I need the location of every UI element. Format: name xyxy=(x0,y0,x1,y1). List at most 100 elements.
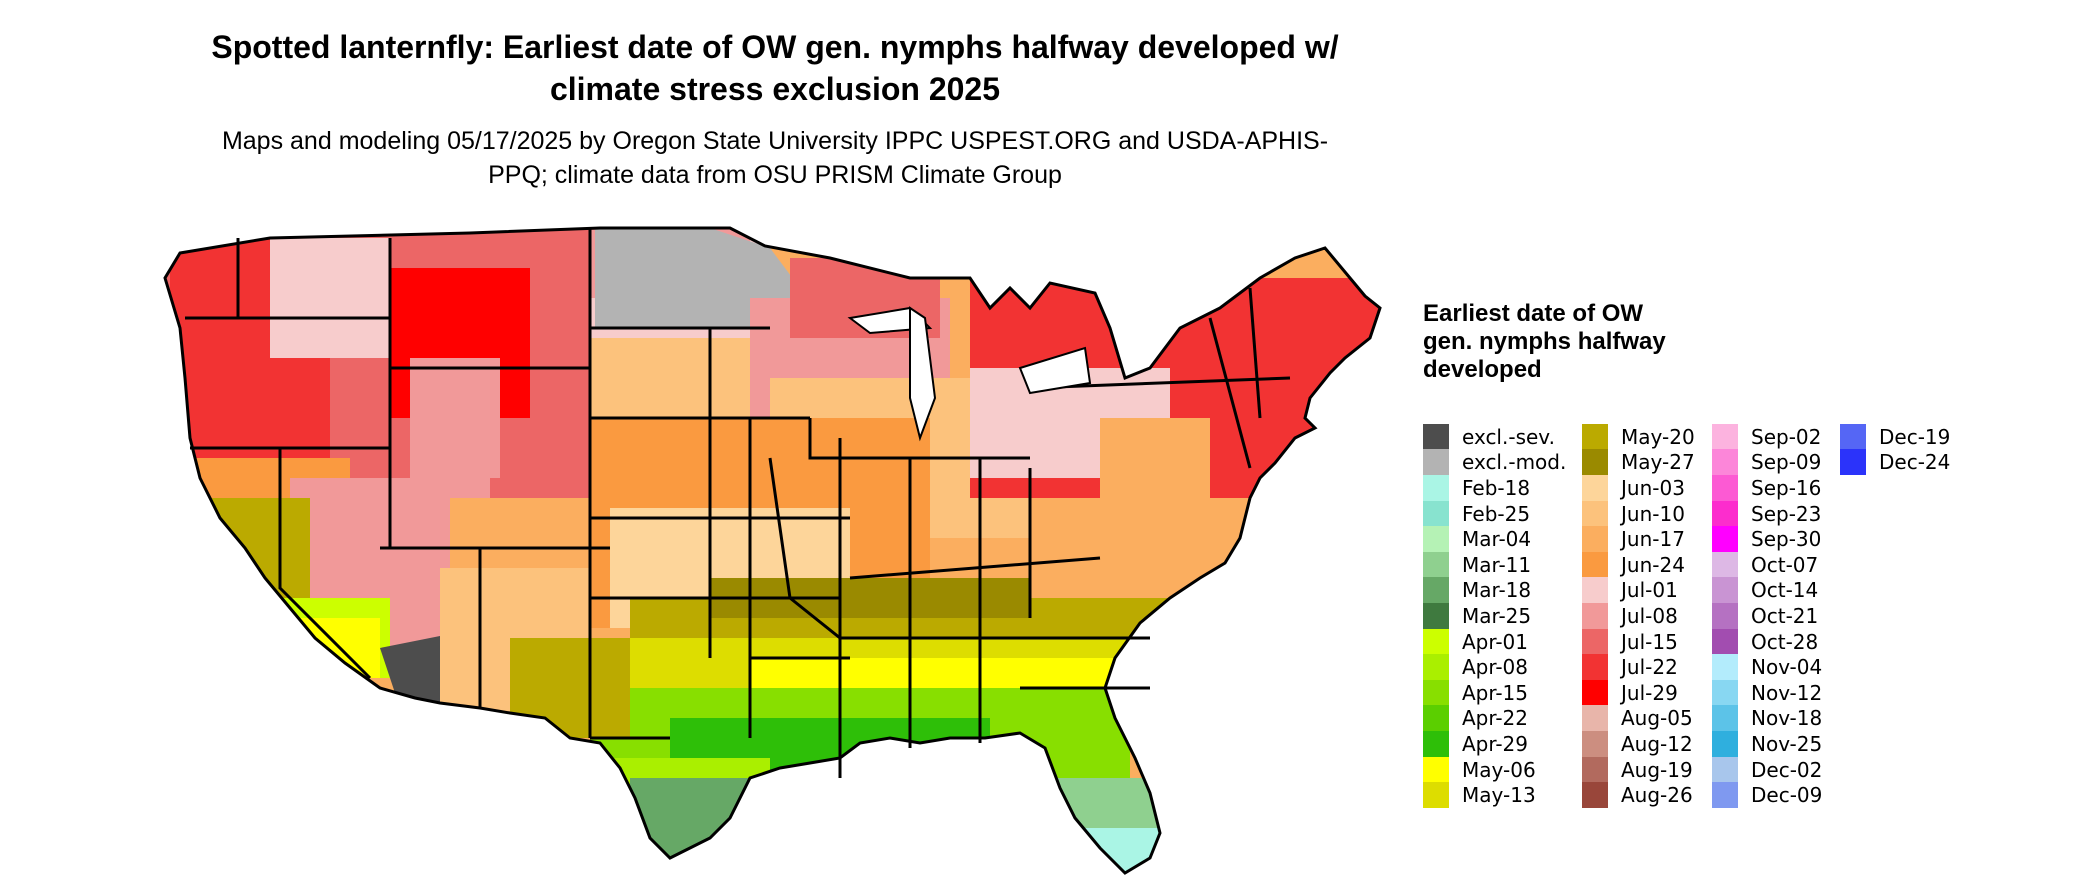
legend-swatch xyxy=(1840,449,1866,476)
legend-item: Jul-29 xyxy=(1582,679,1695,706)
legend-swatch xyxy=(1423,679,1449,706)
legend-swatch xyxy=(1712,500,1738,527)
legend-swatch xyxy=(1423,551,1449,578)
legend-item: Dec-02 xyxy=(1712,756,1823,783)
legend-item: Aug-12 xyxy=(1582,730,1695,757)
legend-item: Jul-15 xyxy=(1582,628,1695,655)
legend-label: Nov-18 xyxy=(1751,706,1823,731)
legend-label: Dec-19 xyxy=(1879,424,1951,449)
legend-label: Jun-17 xyxy=(1621,527,1685,552)
legend-swatch xyxy=(1582,782,1608,809)
legend-swatch xyxy=(1582,474,1608,501)
legend-item: Nov-25 xyxy=(1712,730,1823,757)
legend-item: Nov-04 xyxy=(1712,654,1822,681)
legend-item: Jul-22 xyxy=(1582,654,1695,681)
legend-label: Jun-10 xyxy=(1621,501,1685,526)
legend-item: Jun-17 xyxy=(1582,526,1695,553)
legend-swatch xyxy=(1582,551,1608,578)
legend-swatch xyxy=(1582,654,1608,681)
legend-label: Jun-24 xyxy=(1621,552,1685,577)
legend-label: Sep-02 xyxy=(1751,424,1822,449)
legend-swatch xyxy=(1423,756,1449,783)
legend-item: Oct-07 xyxy=(1712,551,1822,578)
legend-label: Mar-11 xyxy=(1462,552,1532,577)
legend-swatch xyxy=(1423,474,1449,501)
legend-label: Sep-23 xyxy=(1751,501,1822,526)
legend-item: Mar-18 xyxy=(1423,577,1566,604)
legend-item: Apr-22 xyxy=(1423,705,1566,732)
legend-label: Oct-14 xyxy=(1751,578,1819,603)
legend-item: Apr-29 xyxy=(1423,730,1566,757)
legend-item: Nov-18 xyxy=(1712,705,1823,732)
legend-swatch xyxy=(1712,577,1738,604)
legend-swatch xyxy=(1582,705,1608,732)
legend-item: Nov-12 xyxy=(1712,679,1822,706)
map-title: Spotted lanternfly: Earliest date of OW … xyxy=(211,29,1339,107)
legend-swatch xyxy=(1582,577,1608,604)
legend-item: Apr-01 xyxy=(1423,628,1566,655)
legend-swatch xyxy=(1712,782,1738,809)
legend-label: Aug-05 xyxy=(1621,706,1693,731)
legend-item: Mar-04 xyxy=(1423,526,1566,553)
legend-swatch xyxy=(1582,449,1608,476)
legend-label: Dec-09 xyxy=(1751,783,1823,808)
legend-label: Aug-12 xyxy=(1621,731,1693,756)
legend-swatch xyxy=(1712,730,1738,757)
legend-item: Jun-24 xyxy=(1582,551,1695,578)
legend-swatch xyxy=(1840,423,1866,450)
legend-swatch xyxy=(1582,756,1608,783)
legend-item: Feb-18 xyxy=(1423,474,1566,501)
legend-item: May-20 xyxy=(1582,423,1695,450)
legend-label: Nov-25 xyxy=(1751,731,1823,756)
legend-swatch xyxy=(1712,654,1738,681)
legend-label: Dec-02 xyxy=(1751,757,1823,782)
legend-swatch xyxy=(1712,679,1738,706)
legend-swatch xyxy=(1582,423,1608,450)
legend-item: Dec-09 xyxy=(1712,782,1823,809)
legend-column-4: Dec-19 Dec-24 xyxy=(1840,423,1951,476)
map-subtitle: Maps and modeling 05/17/2025 by Oregon S… xyxy=(221,127,1329,189)
legend-label: Apr-29 xyxy=(1462,731,1528,756)
legend-swatch xyxy=(1712,756,1738,783)
legend-item: Dec-24 xyxy=(1840,449,1951,476)
legend-label: Sep-30 xyxy=(1751,527,1822,552)
legend-item: Oct-21 xyxy=(1712,602,1822,629)
legend-label: Jul-08 xyxy=(1621,603,1678,628)
legend-column-3: Sep-02 Sep-09 Sep-16 Sep-23 Sep-30 Oct-07 Oct-… xyxy=(1712,423,1823,809)
legend-swatch xyxy=(1712,449,1738,476)
legend-swatch xyxy=(1582,526,1608,553)
legend-swatch xyxy=(1423,602,1449,629)
legend-swatch xyxy=(1582,679,1608,706)
legend-swatch xyxy=(1423,730,1449,757)
legend-swatch xyxy=(1423,577,1449,604)
legend-swatch xyxy=(1712,551,1738,578)
legend-item: Apr-15 xyxy=(1423,679,1566,706)
legend-item: Mar-25 xyxy=(1423,602,1566,629)
legend-swatch xyxy=(1712,602,1738,629)
legend-label: Jul-29 xyxy=(1621,680,1678,705)
legend-item: excl.-sev. xyxy=(1423,423,1566,450)
legend-label: Oct-21 xyxy=(1751,603,1819,628)
legend-label: Dec-24 xyxy=(1879,450,1951,475)
legend-item: Sep-23 xyxy=(1712,500,1822,527)
legend-column-1: excl.-sev. excl.-mod. Feb-18 Feb-25 Mar-04 Ma… xyxy=(1423,423,1567,809)
legend-item: May-27 xyxy=(1582,449,1695,476)
legend-item: Feb-25 xyxy=(1423,500,1566,527)
legend-label: excl.-mod. xyxy=(1462,450,1567,475)
legend-label: Sep-09 xyxy=(1751,450,1822,475)
legend-swatch xyxy=(1712,705,1738,732)
legend-item: May-13 xyxy=(1423,782,1566,809)
legend-item: May-06 xyxy=(1423,756,1566,783)
legend-item: Aug-05 xyxy=(1582,705,1695,732)
legend-item: Dec-19 xyxy=(1840,423,1951,450)
legend-swatch xyxy=(1712,526,1738,553)
legend-swatch xyxy=(1582,500,1608,527)
legend-label: Jun-03 xyxy=(1621,475,1685,500)
legend-label: Aug-26 xyxy=(1621,783,1693,808)
legend-label: Apr-08 xyxy=(1462,655,1528,680)
legend-item: Jun-03 xyxy=(1582,474,1695,501)
great-lakes xyxy=(847,306,1092,442)
legend-label: Mar-04 xyxy=(1462,527,1532,552)
legend-label: Oct-28 xyxy=(1751,629,1819,654)
legend-item: Aug-19 xyxy=(1582,756,1695,783)
